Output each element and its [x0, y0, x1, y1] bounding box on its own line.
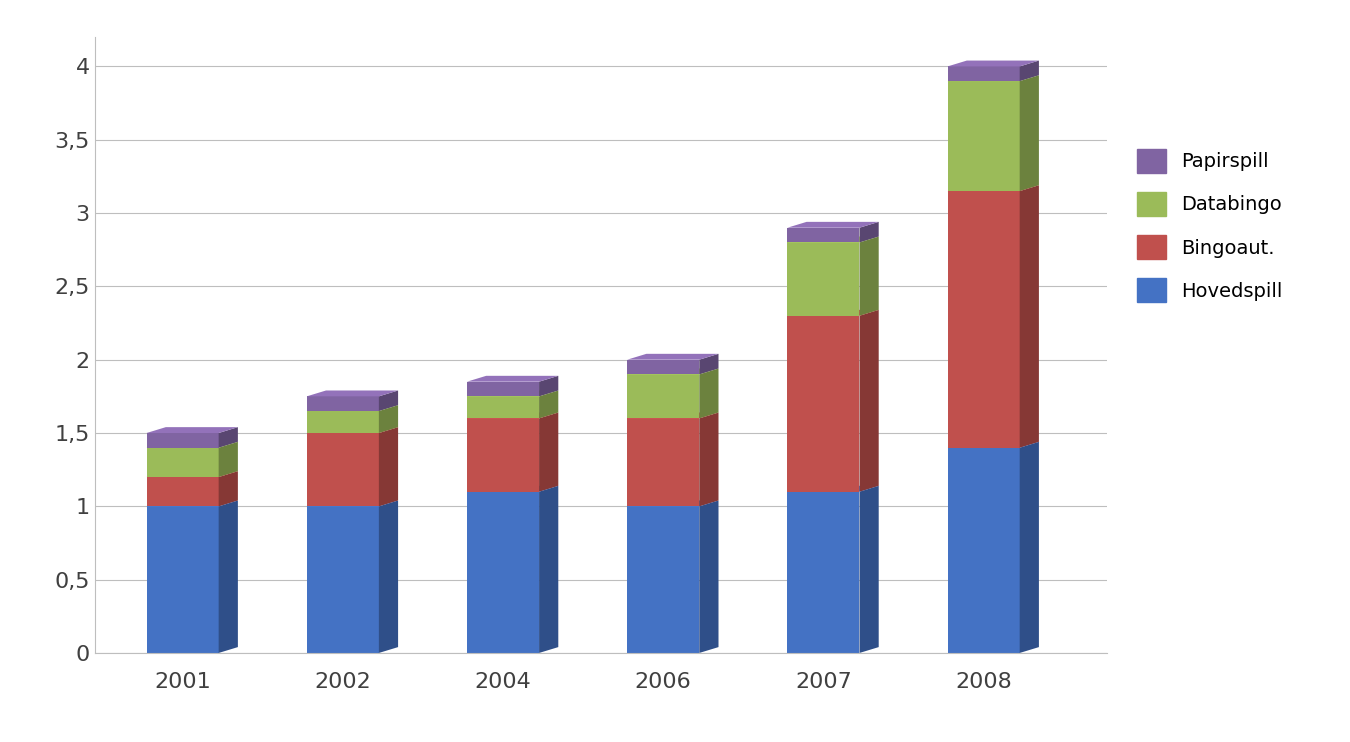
Polygon shape — [948, 441, 1040, 447]
Polygon shape — [219, 427, 238, 447]
Polygon shape — [699, 369, 718, 418]
Polygon shape — [306, 433, 379, 506]
Polygon shape — [147, 477, 219, 506]
Polygon shape — [948, 61, 1040, 67]
Polygon shape — [1019, 75, 1040, 191]
Polygon shape — [787, 228, 860, 243]
Polygon shape — [147, 506, 219, 653]
Polygon shape — [1019, 441, 1040, 653]
Polygon shape — [699, 413, 718, 506]
Polygon shape — [306, 427, 398, 433]
Polygon shape — [147, 471, 238, 477]
Polygon shape — [306, 411, 379, 433]
Polygon shape — [467, 381, 539, 396]
Polygon shape — [379, 405, 398, 433]
Polygon shape — [860, 486, 879, 653]
Polygon shape — [306, 405, 398, 411]
Polygon shape — [787, 243, 860, 315]
Polygon shape — [539, 486, 559, 653]
Polygon shape — [628, 413, 718, 418]
Polygon shape — [787, 486, 879, 492]
Polygon shape — [379, 500, 398, 653]
Polygon shape — [948, 447, 1019, 653]
Polygon shape — [628, 418, 699, 506]
Polygon shape — [306, 396, 379, 411]
Polygon shape — [379, 427, 398, 506]
Polygon shape — [539, 375, 559, 396]
Polygon shape — [467, 413, 559, 418]
Polygon shape — [467, 486, 559, 492]
Polygon shape — [628, 506, 699, 653]
Polygon shape — [147, 441, 238, 447]
Polygon shape — [628, 500, 718, 506]
Polygon shape — [306, 500, 398, 506]
Polygon shape — [467, 492, 539, 653]
Polygon shape — [628, 360, 699, 375]
Polygon shape — [467, 375, 559, 381]
Polygon shape — [787, 222, 879, 228]
Polygon shape — [219, 471, 238, 506]
Polygon shape — [1019, 61, 1040, 81]
Polygon shape — [948, 191, 1019, 447]
Polygon shape — [1019, 186, 1040, 447]
Polygon shape — [219, 441, 238, 477]
Polygon shape — [467, 390, 559, 396]
Polygon shape — [306, 390, 398, 396]
Polygon shape — [147, 447, 219, 477]
Polygon shape — [948, 67, 1019, 81]
Polygon shape — [699, 500, 718, 653]
Legend: Papirspill, Databingo, Bingoaut., Hovedspill: Papirspill, Databingo, Bingoaut., Hoveds… — [1127, 139, 1292, 312]
Polygon shape — [219, 500, 238, 653]
Polygon shape — [539, 413, 559, 492]
Polygon shape — [699, 354, 718, 375]
Polygon shape — [948, 186, 1040, 191]
Polygon shape — [860, 310, 879, 492]
Polygon shape — [306, 506, 379, 653]
Polygon shape — [467, 418, 539, 492]
Polygon shape — [787, 237, 879, 243]
Polygon shape — [860, 222, 879, 243]
Polygon shape — [379, 390, 398, 411]
Polygon shape — [787, 310, 879, 315]
Polygon shape — [628, 354, 718, 360]
Polygon shape — [539, 390, 559, 418]
Polygon shape — [628, 375, 699, 418]
Polygon shape — [147, 427, 238, 433]
Polygon shape — [787, 492, 860, 653]
Polygon shape — [147, 433, 219, 447]
Polygon shape — [948, 81, 1019, 191]
Polygon shape — [147, 500, 238, 506]
Polygon shape — [948, 75, 1040, 81]
Polygon shape — [787, 315, 860, 492]
Polygon shape — [628, 369, 718, 375]
Polygon shape — [860, 237, 879, 315]
Polygon shape — [467, 396, 539, 418]
